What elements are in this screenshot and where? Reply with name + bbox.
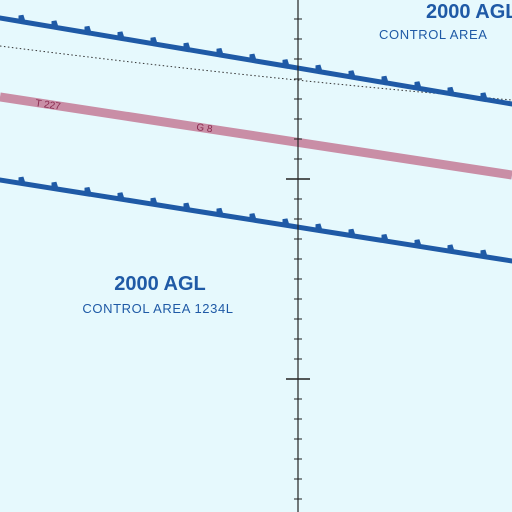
airspace-altitude-label-lower: 2000 AGL: [114, 273, 206, 295]
airspace-boundary-lower-path: [0, 176, 512, 264]
airspace-boundary-lower: [0, 176, 512, 264]
airspace-altitude-label-upper: 2000 AGL: [426, 1, 512, 23]
airway-label-g8: G 8: [196, 122, 214, 135]
airspace-name-label-upper: CONTROL AREA: [379, 27, 488, 42]
airway-line: [0, 92, 512, 180]
airway-label-t227: T 227: [35, 98, 62, 113]
meridian-line: [286, 0, 310, 512]
airspace-boundary-upper: [0, 14, 512, 107]
airspace-boundary-upper-path: [0, 14, 512, 107]
airspace-name-label-lower: CONTROL AREA 1234L: [82, 301, 233, 316]
